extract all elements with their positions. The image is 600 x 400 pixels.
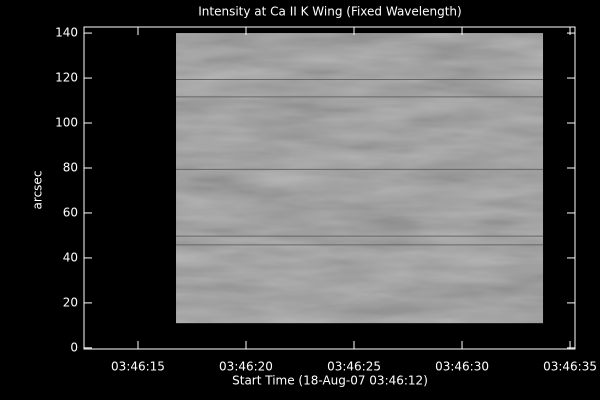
y-tick-label: 100 [55,116,78,130]
image-layer [176,33,544,324]
y-tick-label: 80 [63,160,78,174]
plot-frame [83,26,576,350]
y-axis-label: arcsec [31,171,45,210]
x-tick-label: 03:46:30 [435,360,489,374]
x-axis-label: Start Time (18-Aug-07 03:46:12) [232,374,428,388]
chart-title: Intensity at Ca II K Wing (Fixed Wavelen… [198,5,461,19]
y-tick-label: 0 [70,340,78,354]
x-tick-label: 03:46:15 [111,360,165,374]
y-tick-label: 120 [55,71,78,85]
y-tick-label: 140 [55,26,78,40]
image [176,33,544,324]
x-tick-label: 03:46:35 [543,360,597,374]
y-tick-label: 20 [63,295,78,309]
y-tick-label: 60 [63,205,78,219]
y-tick-label: 40 [63,250,78,264]
x-tick-label: 03:46:25 [327,360,381,374]
x-tick-label: 03:46:20 [219,360,273,374]
